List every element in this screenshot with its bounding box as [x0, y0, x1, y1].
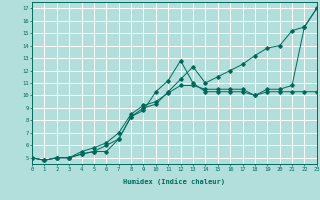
- X-axis label: Humidex (Indice chaleur): Humidex (Indice chaleur): [124, 178, 225, 185]
